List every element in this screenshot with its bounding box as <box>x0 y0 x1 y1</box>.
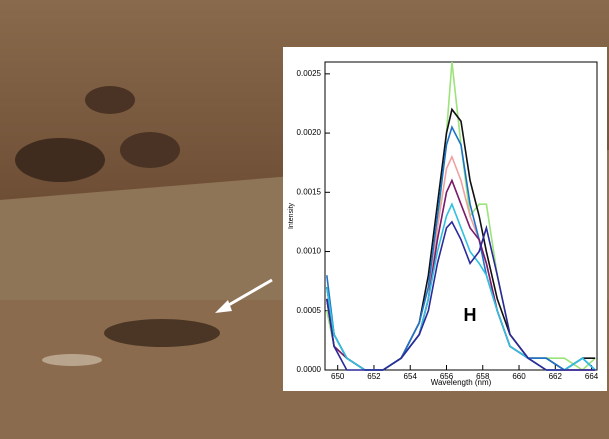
x-tick-label: 658 <box>476 372 490 381</box>
x-tick-label: 650 <box>331 372 345 381</box>
x-axis-label: Wavelength (nm) <box>431 378 492 387</box>
x-tick-label: 656 <box>440 372 454 381</box>
x-tick-label: 654 <box>404 372 418 381</box>
y-tick-label: 0.0025 <box>297 69 322 78</box>
y-tick-label: 0.0010 <box>297 247 322 256</box>
y-axis-label: Intensity <box>288 202 295 229</box>
y-tick-label: 0.0005 <box>297 306 322 315</box>
x-tick-label: 662 <box>549 372 563 381</box>
annotation: H <box>464 305 477 325</box>
x-tick-label: 664 <box>585 372 599 381</box>
y-tick-label: 0.0015 <box>297 187 322 196</box>
plot-frame <box>324 61 598 371</box>
x-tick-label: 652 <box>367 372 381 381</box>
x-tick-label: 660 <box>512 372 526 381</box>
series-line <box>326 220 596 371</box>
y-tick-label: 0.0000 <box>297 365 322 374</box>
y-tick-label: 0.0020 <box>297 128 322 137</box>
